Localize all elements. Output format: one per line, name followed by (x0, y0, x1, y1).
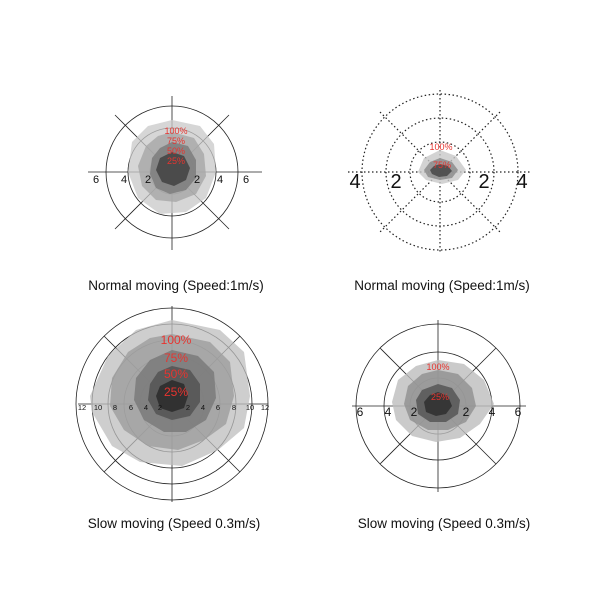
percent-label: 100% (164, 126, 187, 136)
percent-labels: 100% 75% 50% 25% (161, 333, 192, 399)
percent-label: 100% (426, 362, 449, 372)
tick-label: 6 (129, 403, 133, 412)
percent-label: 25% (164, 385, 188, 399)
panel-caption: Normal moving (Speed:1m/s) (88, 278, 264, 293)
contour-layers (128, 120, 216, 214)
tick-label: 4 (349, 171, 360, 193)
percent-label: 75% (167, 136, 185, 146)
tick-labels: 6 4 2 2 4 6 (93, 174, 249, 186)
panel-caption: Slow moving (Speed 0.3m/s) (357, 516, 531, 531)
panel-caption: Slow moving (Speed 0.3m/s) (87, 516, 261, 531)
percent-labels: 100% 25% (426, 362, 449, 402)
tick-label: 6 (216, 403, 220, 412)
tick-label: 2 (186, 403, 190, 412)
tick-label: 4 (516, 171, 527, 193)
percent-label: 100% (161, 333, 192, 347)
polar-chart-slow-large: 12 10 8 6 4 2 2 4 6 8 10 12 100% 75% 50%… (75, 306, 269, 502)
percent-label: 100% (429, 142, 452, 152)
tick-labels: 12 10 8 6 4 2 2 4 6 8 10 12 (78, 403, 269, 412)
tick-label: 4 (217, 174, 223, 186)
tick-label: 6 (357, 405, 364, 419)
tick-label: 8 (113, 403, 117, 412)
tick-label: 4 (489, 405, 496, 419)
tick-label: 2 (390, 171, 401, 193)
tick-label: 4 (201, 403, 205, 412)
percent-label: 75% (433, 160, 451, 170)
tick-label: 2 (478, 171, 489, 193)
tick-label: 2 (463, 405, 470, 419)
contour-layers (418, 150, 466, 184)
tick-label: 8 (232, 403, 236, 412)
tick-label: 10 (246, 403, 254, 412)
polar-chart-slow-small: 6 4 2 2 4 6 100% 25% (352, 320, 526, 492)
tick-label: 6 (515, 405, 522, 419)
percent-label: 50% (164, 367, 188, 381)
tick-label: 10 (94, 403, 102, 412)
tick-labels: 4 2 2 4 (349, 171, 527, 193)
tick-label: 2 (411, 405, 418, 419)
tick-label: 12 (261, 403, 269, 412)
tick-label: 2 (194, 174, 200, 186)
panel-caption: Normal moving (Speed:1m/s) (354, 278, 530, 293)
percent-label: 50% (167, 146, 185, 156)
polar-chart-normal-dotted: 4 2 2 4 100% 75% (348, 90, 532, 254)
tick-label: 4 (121, 174, 127, 186)
tick-label: 4 (385, 405, 392, 419)
contour-layers (392, 360, 494, 442)
tick-label: 6 (93, 174, 99, 186)
percent-label: 75% (164, 351, 188, 365)
tick-label: 6 (243, 174, 249, 186)
tick-label: 2 (158, 403, 162, 412)
tick-label: 4 (144, 403, 148, 412)
percent-labels: 100% 75% 50% 25% (164, 126, 187, 166)
percent-label: 25% (431, 392, 449, 402)
contour-layers (90, 320, 250, 466)
percent-labels: 100% 75% (429, 142, 452, 170)
tick-label: 12 (78, 403, 86, 412)
tick-labels: 6 4 2 2 4 6 (357, 405, 522, 419)
tick-label: 2 (145, 174, 151, 186)
percent-label: 25% (167, 156, 185, 166)
polar-chart-normal-solid: 6 4 2 2 4 6 100% 75% 50% 25% (88, 96, 262, 250)
